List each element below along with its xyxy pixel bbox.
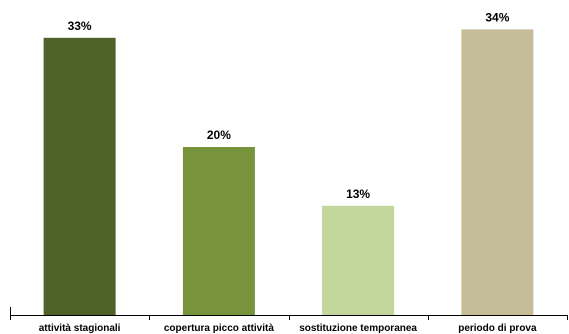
bar-4 <box>461 29 534 316</box>
category-label-2: copertura picco attività <box>164 323 274 334</box>
bar-3 <box>322 205 395 315</box>
category-labels-layer: attività stagionali copertura picco attiv… <box>39 323 537 334</box>
x-axis <box>10 307 567 316</box>
bars-layer <box>43 29 534 316</box>
x-axis-ticks <box>10 315 568 320</box>
category-label-1: attività stagionali <box>39 323 121 334</box>
value-label-4: 34% <box>485 10 509 24</box>
bar-2 <box>182 147 255 315</box>
value-label-1: 33% <box>68 19 92 33</box>
category-label-4: periodo di prova <box>458 323 537 334</box>
value-label-3: 13% <box>346 187 370 201</box>
bar-1 <box>43 37 116 316</box>
category-label-3: sostituzione temporanea <box>299 323 417 334</box>
value-label-2: 20% <box>207 128 231 142</box>
value-labels-layer: 33% 20% 13% 34% <box>68 10 510 200</box>
